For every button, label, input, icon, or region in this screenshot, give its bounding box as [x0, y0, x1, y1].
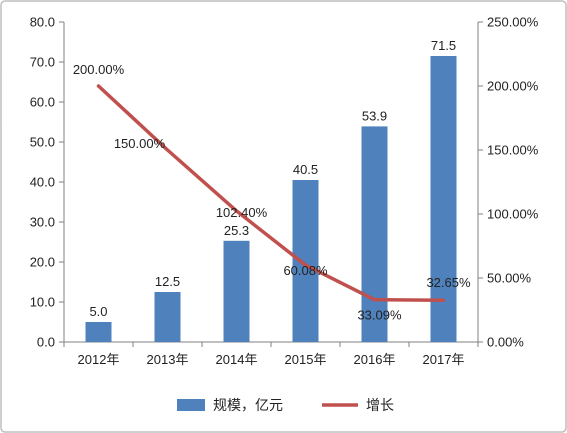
- bar: [292, 180, 319, 342]
- legend-label-bars: 规模，亿元: [213, 397, 283, 413]
- line-data-label: 32.65%: [426, 275, 471, 290]
- x-tick-label: 2014年: [216, 352, 258, 367]
- left-tick-label: 30.0: [30, 215, 55, 230]
- left-tick-label: 70.0: [30, 55, 55, 70]
- right-tick-label: 100.00%: [487, 207, 539, 222]
- right-tick-label: 50.00%: [487, 271, 532, 286]
- x-tick-label: 2013年: [147, 352, 189, 367]
- bar-data-label: 71.5: [431, 38, 456, 53]
- bar-data-label: 5.0: [89, 304, 107, 319]
- left-tick-label: 50.0: [30, 135, 55, 150]
- x-tick-label: 2015年: [285, 352, 327, 367]
- left-tick-label: 60.0: [30, 95, 55, 110]
- line-data-label: 150.00%: [114, 136, 166, 151]
- bar-data-label: 25.3: [224, 223, 249, 238]
- left-tick-label: 20.0: [30, 255, 55, 270]
- left-tick-label: 10.0: [30, 295, 55, 310]
- bar: [154, 292, 181, 342]
- legend-swatch-bars: [177, 399, 205, 411]
- legend-label-line: 增长: [366, 397, 394, 413]
- bar: [430, 56, 457, 342]
- left-tick-label: 80.0: [30, 15, 55, 30]
- x-tick-label: 2017年: [423, 352, 465, 367]
- left-tick-label: 40.0: [30, 175, 55, 190]
- left-tick-label: 0.0: [37, 335, 55, 350]
- bar: [361, 126, 388, 343]
- bar-data-label: 40.5: [293, 162, 318, 177]
- right-tick-label: 250.00%: [487, 15, 539, 30]
- line-data-label: 102.40%: [216, 205, 268, 220]
- bar: [85, 322, 112, 342]
- bar-data-label: 53.9: [362, 108, 387, 123]
- line-data-label: 60.08%: [283, 263, 328, 278]
- growth-line: [96, 84, 446, 302]
- right-tick-label: 0.00%: [487, 335, 524, 350]
- bar: [223, 240, 250, 342]
- line-data-label: 200.00%: [73, 62, 125, 77]
- x-tick-label: 2016年: [354, 352, 396, 367]
- bar-data-label: 12.5: [155, 274, 180, 289]
- x-tick-label: 2012年: [78, 352, 120, 367]
- right-tick-label: 150.00%: [487, 143, 539, 158]
- line-data-label: 33.09%: [357, 308, 402, 323]
- right-tick-label: 200.00%: [487, 79, 539, 94]
